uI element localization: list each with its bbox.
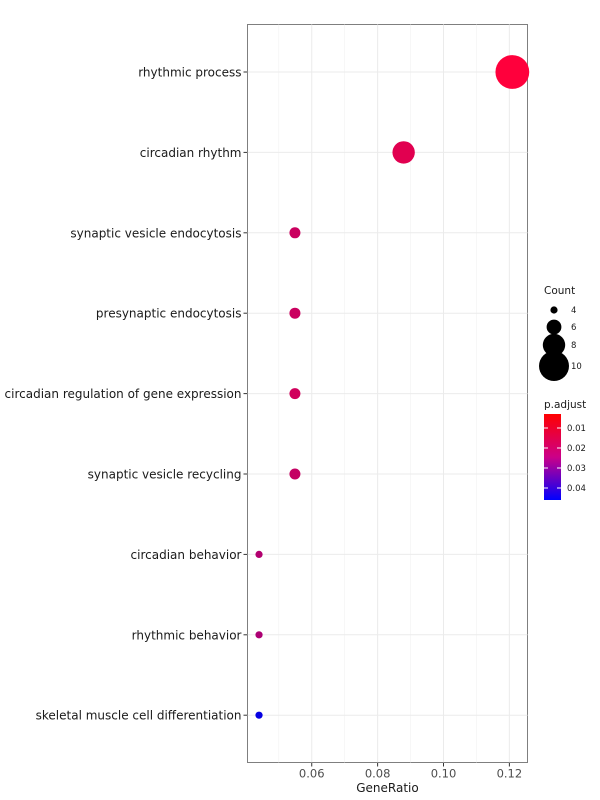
category-label: circadian behavior bbox=[131, 548, 242, 562]
category-label: circadian rhythm bbox=[140, 146, 242, 160]
category-label: rhythmic process bbox=[138, 66, 241, 80]
category-label: rhythmic behavior bbox=[132, 628, 242, 642]
data-point bbox=[255, 631, 263, 639]
data-point bbox=[289, 388, 301, 400]
size-legend-label: 10 bbox=[571, 362, 582, 372]
data-point bbox=[255, 550, 263, 559]
y-axis: rhythmic process circadian rhythm synaptic… bbox=[5, 66, 248, 723]
size-legend-dot bbox=[539, 351, 569, 381]
x-axis-title: GeneRatio bbox=[356, 781, 418, 795]
category-label: synaptic vesicle recycling bbox=[88, 468, 242, 482]
x-tick-label: 0.12 bbox=[497, 767, 523, 781]
data-point bbox=[289, 307, 301, 319]
data-point bbox=[495, 55, 530, 89]
data-points bbox=[255, 55, 530, 719]
x-tick-label: 0.10 bbox=[431, 767, 457, 781]
data-point bbox=[392, 141, 415, 164]
size-legend-label: 8 bbox=[571, 341, 576, 351]
color-bar bbox=[544, 414, 561, 500]
size-legend: Count 4 6 8 10 bbox=[539, 285, 582, 381]
x-axis: 0.06 0.08 0.10 0.12 bbox=[299, 762, 523, 781]
size-legend-title: Count bbox=[544, 285, 575, 297]
size-legend-dot bbox=[546, 319, 562, 335]
category-label: synaptic vesicle endocytosis bbox=[70, 226, 241, 240]
category-label: skeletal muscle cell differentiation bbox=[36, 709, 242, 723]
x-tick-label: 0.06 bbox=[299, 767, 325, 781]
x-tick-label: 0.08 bbox=[365, 767, 391, 781]
color-legend-label: 0.01 bbox=[567, 424, 586, 434]
data-point bbox=[289, 227, 301, 239]
size-legend-label: 4 bbox=[571, 306, 576, 316]
category-label: presynaptic endocytosis bbox=[96, 307, 242, 321]
data-point bbox=[255, 711, 263, 719]
size-legend-dot bbox=[542, 333, 566, 357]
color-legend-title: p.adjust bbox=[544, 399, 586, 411]
category-label: circadian regulation of gene expression bbox=[5, 387, 242, 401]
color-legend: p.adjust 0.01 0.02 0.03 0.04 bbox=[544, 399, 586, 500]
data-point bbox=[289, 468, 301, 480]
size-legend-dot bbox=[550, 306, 558, 314]
size-legend-label: 6 bbox=[571, 323, 576, 333]
color-legend-label: 0.03 bbox=[567, 464, 586, 474]
color-legend-label: 0.04 bbox=[567, 484, 586, 494]
color-legend-label: 0.02 bbox=[567, 444, 586, 454]
